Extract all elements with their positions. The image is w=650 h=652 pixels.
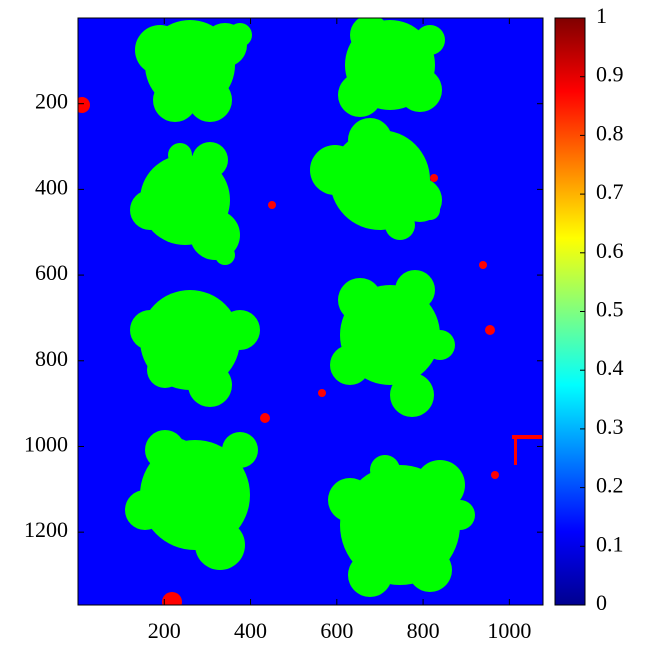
blob-part [420,200,440,220]
colorbar-tick-label: 0.2 [596,473,624,498]
blob-part [195,520,245,570]
blob-part [135,25,185,75]
blob-part [130,310,170,350]
blob-part [330,345,370,385]
blob-part [168,143,192,167]
blob-part [398,68,442,112]
colorbar-tick-label: 0.5 [596,297,624,322]
y-tick-label: 800 [35,346,68,371]
blob [125,430,258,570]
blob-part [188,363,232,407]
speck [514,435,517,465]
blob-part [348,553,392,597]
blob [130,290,260,407]
blob-part [445,500,475,530]
regions [78,18,542,605]
y-tick-label: 1000 [24,432,68,457]
blob-part [338,73,382,117]
speck [430,174,438,182]
blob-part [348,118,392,162]
x-tick-label: 600 [320,618,353,643]
blob-part [147,352,183,388]
colorbar-tick-label: 1 [596,3,607,28]
blob-part [350,18,390,55]
blob-part [415,460,465,510]
blob [135,20,252,122]
colorbar-tick-label: 0 [596,590,607,615]
x-tick-label: 400 [234,618,267,643]
blob [330,270,455,417]
blob-part [215,245,235,265]
blob-part [153,78,197,122]
plot-frame [77,17,544,606]
colorbar-tick-label: 0.7 [596,179,624,204]
colorbar-tick-label: 0.4 [596,355,624,380]
blob-part [310,145,360,195]
speck [78,97,90,113]
blob-part [222,432,258,468]
speck [260,413,270,423]
x-tick-label: 1000 [487,618,531,643]
y-tick-label: 200 [35,89,68,114]
blob-part [220,310,260,350]
blob-part [370,455,400,485]
blob-part [385,210,415,240]
speck [479,261,487,269]
speck [268,201,276,209]
colorbar-tick-label: 0.3 [596,414,624,439]
y-tick-label: 400 [35,174,68,199]
speck [491,471,499,479]
x-tick-label: 800 [407,618,440,643]
blob-part [125,490,165,530]
speck [485,325,495,335]
blob-part [425,330,455,360]
blob-part [328,478,372,522]
blob [328,455,475,597]
blob [338,18,445,117]
x-tick-label: 200 [148,618,181,643]
colorbar-tick-label: 0.8 [596,120,624,145]
y-tick-label: 1200 [24,517,68,542]
blob [130,142,240,265]
blob-part [188,78,232,122]
blob [310,118,442,240]
blob-part [408,548,452,592]
blob-part [338,278,382,322]
blob-part [415,25,445,55]
blob-part [130,190,170,230]
y-tick-label: 600 [35,260,68,285]
colorbar-tick-label: 0.6 [596,238,624,263]
speck [162,592,182,605]
colorbar-tick-label: 0.1 [596,531,624,556]
blob-part [153,438,197,482]
speck [512,435,542,439]
blob-part [395,270,435,310]
blob-part [390,373,434,417]
blob-part [228,23,252,47]
colorbar-tick-label: 0.9 [596,62,624,87]
speck [318,389,326,397]
blob-part [192,142,228,178]
